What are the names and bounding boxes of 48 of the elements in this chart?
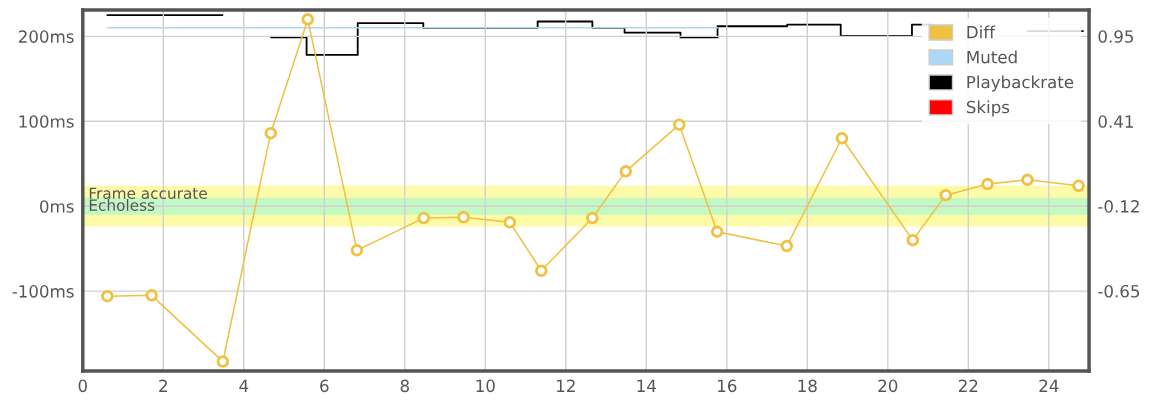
point [780, 239, 794, 253]
x-tick-label: 16 [718, 379, 737, 393]
point [939, 188, 953, 202]
point [503, 216, 517, 229]
legend-label: Skips [966, 100, 1010, 117]
legend-label: Muted [967, 50, 1017, 64]
y-tick-label: 0ms [40, 200, 74, 213]
point [981, 177, 994, 191]
x-tick-label: 2 [159, 379, 167, 392]
y-tick-label: 100ms [19, 115, 74, 128]
legend-label: Diff [967, 25, 996, 39]
point [835, 132, 849, 145]
x-tick-label: 10 [476, 379, 495, 393]
legend-label: Playbackrate [967, 75, 1074, 92]
x-tick-label: 0 [78, 379, 87, 393]
y-tick-label: 200ms [18, 30, 74, 43]
point [535, 264, 548, 277]
point [673, 118, 686, 131]
x-tick-label: 8 [400, 379, 409, 393]
point [1021, 173, 1034, 187]
x-tick-label: 4 [239, 379, 249, 392]
x-tick-label: 6 [320, 379, 329, 393]
point [101, 289, 114, 303]
x-tick-label: 14 [637, 379, 656, 392]
point [619, 165, 633, 178]
y2-tick-label: 0.41 [1098, 115, 1133, 128]
point [145, 289, 158, 302]
x-tick-label: 20 [878, 379, 898, 393]
point [417, 211, 430, 225]
point [301, 13, 315, 26]
point [216, 355, 230, 368]
x-tick-label: 18 [798, 379, 817, 393]
y2-tick-label: -0.65 [1098, 284, 1140, 298]
x-tick-label: 24 [1039, 379, 1059, 392]
y2-tick-label: -0.12 [1098, 200, 1139, 213]
point [710, 225, 724, 238]
x-tick-label: 12 [557, 379, 575, 392]
point [1072, 179, 1085, 193]
point [457, 210, 470, 224]
band-label: Echoless [89, 199, 155, 211]
x-tick-label: 22 [958, 379, 978, 392]
point [350, 244, 364, 257]
y2-tick-label: 0.95 [1098, 30, 1134, 43]
point [906, 233, 920, 247]
point [586, 211, 599, 225]
point [264, 126, 278, 140]
band-label: Frame accurate [89, 187, 207, 200]
y-tick-label: -100ms [12, 285, 74, 298]
